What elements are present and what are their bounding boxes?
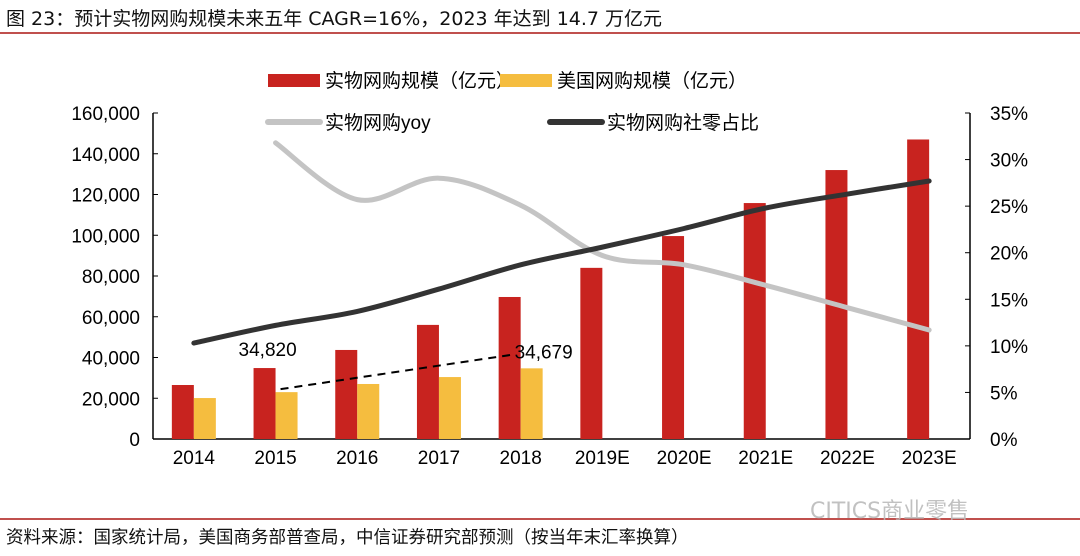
share-line bbox=[191, 178, 932, 346]
figure-title: 图 23：预计实物网购规模未来五年 CAGR=16%，2023 年达到 14.7… bbox=[6, 8, 663, 30]
bar-china bbox=[662, 236, 685, 439]
bar-us bbox=[520, 368, 543, 439]
left-tick-label: 140,000 bbox=[71, 145, 140, 166]
right-tick-label: 20% bbox=[990, 244, 1028, 265]
bar-china bbox=[416, 324, 439, 439]
left-tick-label: 80,000 bbox=[82, 267, 140, 288]
bar-us bbox=[357, 383, 380, 439]
right-tick-label: 5% bbox=[990, 383, 1018, 404]
right-tick-label: 0% bbox=[990, 430, 1018, 451]
left-tick-label: 20,000 bbox=[82, 389, 140, 410]
left-tick-label: 40,000 bbox=[82, 349, 140, 370]
chart: 0 20,000 40,000 60,000 80,000 100,000 120,000 1… bbox=[71, 70, 1028, 469]
x-tick-label: 2023E bbox=[902, 448, 957, 469]
bar-us bbox=[193, 398, 216, 439]
yoy-line bbox=[273, 140, 932, 333]
x-tick-label: 2021E bbox=[738, 448, 793, 469]
x-tick-label: 2022E bbox=[820, 448, 875, 469]
legend-label: 实物网购社零占比 bbox=[607, 112, 759, 134]
bar-china bbox=[743, 203, 766, 439]
source-note: 资料来源：国家统计局，美国商务部普查局，中信证券研究部预测（按当年末汇率换算） bbox=[6, 528, 689, 548]
bar-us bbox=[275, 392, 298, 439]
bar-china bbox=[580, 267, 603, 439]
right-tick-label: 25% bbox=[990, 197, 1028, 218]
watermark: CITICS商业零售 bbox=[810, 499, 970, 524]
bar-china bbox=[335, 349, 358, 439]
x-tick-label: 2014 bbox=[173, 448, 216, 469]
left-tick-label: 160,000 bbox=[71, 104, 140, 125]
bar-china bbox=[171, 385, 194, 439]
x-tick-label: 2020E bbox=[657, 448, 712, 469]
x-tick-label: 2018 bbox=[500, 448, 542, 469]
x-tick-label: 2016 bbox=[336, 448, 378, 469]
left-tick-label: 120,000 bbox=[71, 186, 140, 207]
bar-china bbox=[253, 368, 276, 439]
annotation-label: 34,820 bbox=[239, 340, 297, 361]
left-tick-label: 60,000 bbox=[82, 308, 140, 329]
x-tick-label: 2019E bbox=[575, 448, 630, 469]
legend-swatch bbox=[268, 74, 320, 87]
right-tick-label: 30% bbox=[990, 151, 1028, 172]
x-tick-label: 2015 bbox=[254, 448, 296, 469]
bar-china bbox=[907, 139, 930, 440]
left-tick-label: 100,000 bbox=[71, 226, 140, 247]
right-tick-label: 15% bbox=[990, 290, 1028, 311]
right-tick-label: 10% bbox=[990, 337, 1028, 358]
title-divider bbox=[0, 32, 1080, 34]
legend-label: 实物网购规模（亿元） bbox=[325, 70, 515, 92]
bar-china bbox=[498, 296, 521, 439]
annotation-label: 34,679 bbox=[515, 342, 573, 363]
legend-label: 实物网购yoy bbox=[325, 112, 431, 134]
comparison-dashed-line bbox=[280, 353, 515, 391]
legend-label: 美国网购规模（亿元） bbox=[557, 70, 747, 92]
legend-swatch bbox=[500, 74, 552, 87]
bar-us bbox=[438, 377, 461, 439]
footer-divider bbox=[0, 518, 1080, 520]
left-tick-label: 0 bbox=[129, 430, 140, 451]
right-tick-label: 35% bbox=[990, 104, 1028, 125]
x-tick-label: 2017 bbox=[418, 448, 460, 469]
